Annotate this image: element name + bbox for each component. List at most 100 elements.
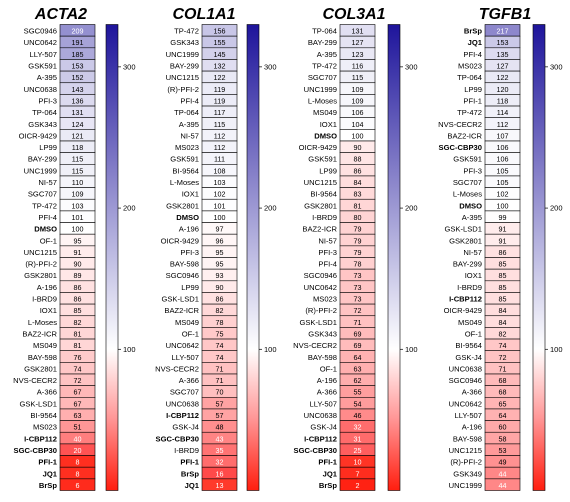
- cell-value-label: 102: [214, 190, 226, 199]
- colorbar: [532, 24, 546, 491]
- row-label: TP-064: [174, 108, 199, 117]
- cell-value-label: 108: [214, 166, 226, 175]
- row-label: GSK-LSD1: [161, 295, 199, 304]
- panel-title-tgfb1: TGFB1: [478, 6, 532, 23]
- panel-title-col1a1: COL1A1: [172, 6, 236, 23]
- row-label: PFI-3: [38, 96, 57, 105]
- row-label: PFI-1: [180, 458, 199, 467]
- cell-value-label: 67: [74, 388, 82, 397]
- row-label: I-BRD9: [457, 283, 482, 292]
- row-label: A-395: [37, 73, 57, 82]
- row-label: BAY-598: [170, 260, 199, 269]
- cell-value-label: 53: [499, 446, 507, 455]
- cell-value-label: 112: [497, 120, 508, 129]
- row-label: TP-064: [312, 27, 337, 36]
- cell-value-label: 95: [216, 248, 224, 257]
- cell-value-label: 78: [354, 260, 362, 269]
- row-label: A-366: [37, 388, 57, 397]
- row-label: NI-57: [38, 178, 57, 187]
- cell-value-label: 86: [74, 283, 82, 292]
- row-label: (R)-PFI-2: [25, 260, 57, 269]
- row-label: IOX1: [465, 271, 482, 280]
- cell-value-label: 127: [352, 38, 364, 47]
- cell-value-label: 118: [72, 143, 83, 152]
- cell-value-label: 64: [499, 411, 507, 420]
- row-label: A-366: [462, 388, 482, 397]
- row-label: NVS-CECR2: [293, 341, 337, 350]
- row-label: LLY-507: [310, 399, 337, 408]
- row-label: MS023: [175, 143, 199, 152]
- row-label: OF-1: [40, 236, 57, 245]
- row-label: UNC1999: [304, 85, 337, 94]
- row-label: L-Moses: [170, 178, 199, 187]
- row-label: BAY-598: [28, 353, 57, 362]
- row-label: BAZ2-ICR: [447, 131, 482, 140]
- row-label: BAY-299: [453, 260, 482, 269]
- colorbar: [105, 24, 119, 491]
- row-label: GSK343: [28, 120, 57, 129]
- cell-value-label: 135: [497, 50, 509, 59]
- cell-value-label: 74: [499, 341, 507, 350]
- cell-value-label: 62: [354, 376, 362, 385]
- colorbar-tick-label: 300: [123, 62, 136, 71]
- cell-value-label: 112: [214, 143, 225, 152]
- heatmap-cell: [201, 478, 238, 491]
- row-label: (R)-PFI-2: [450, 458, 482, 467]
- row-label: DMSO: [34, 225, 57, 234]
- row-label: I-BRD9: [312, 213, 337, 222]
- cell-value-label: 20: [74, 446, 82, 455]
- cell-value-label: 91: [499, 225, 507, 234]
- row-label: LP99: [464, 85, 482, 94]
- row-label: IOX1: [320, 120, 337, 129]
- row-label: PFI-4: [38, 213, 57, 222]
- cell-value-label: 60: [499, 423, 507, 432]
- row-label: UNC1215: [449, 446, 482, 455]
- row-label: L-Moses: [308, 96, 337, 105]
- row-label: SGC0946: [304, 271, 337, 280]
- row-label: GSK-LSD1: [19, 399, 57, 408]
- row-label: NI-57: [180, 131, 199, 140]
- cell-value-label: 89: [74, 271, 82, 280]
- cell-value-label: 106: [497, 155, 509, 164]
- row-label: BAZ2-ICR: [22, 329, 57, 338]
- row-label: TP-472: [32, 201, 57, 210]
- cell-value-label: 121: [72, 131, 84, 140]
- row-label: UNC1999: [166, 50, 199, 59]
- row-label: NI-57: [463, 248, 482, 257]
- row-label: MS049: [458, 318, 482, 327]
- row-label: BI-9564: [310, 190, 337, 199]
- row-label: BrSp: [319, 481, 338, 490]
- row-label: I-CBP112: [449, 295, 482, 304]
- cell-value-label: 85: [74, 306, 82, 315]
- cell-value-label: 55: [354, 388, 362, 397]
- cell-value-label: 35: [216, 446, 224, 455]
- row-label: GSK-LSD1: [444, 225, 482, 234]
- row-label: OICR-9429: [19, 131, 57, 140]
- row-label: GSK591: [453, 155, 482, 164]
- cell-value-label: 155: [214, 38, 226, 47]
- cell-value-label: 84: [499, 306, 507, 315]
- cell-value-label: 81: [74, 341, 82, 350]
- row-label: BAY-598: [308, 353, 337, 362]
- row-label: LP99: [319, 166, 337, 175]
- cell-value-label: 85: [499, 271, 507, 280]
- row-label: UNC1215: [166, 73, 199, 82]
- cell-value-label: 49: [499, 458, 507, 467]
- row-label: TP-472: [457, 108, 482, 117]
- row-label: A-395: [317, 50, 337, 59]
- cell-value-label: 123: [352, 50, 364, 59]
- row-label: UNC1999: [449, 481, 482, 490]
- cell-value-label: 78: [216, 318, 224, 327]
- cell-value-label: 95: [216, 260, 224, 269]
- cell-value-label: 95: [74, 236, 82, 245]
- cell-value-label: 63: [74, 411, 82, 420]
- cell-value-label: 109: [72, 190, 84, 199]
- cell-value-label: 122: [214, 73, 226, 82]
- row-label: A-395: [179, 120, 199, 129]
- cell-value-label: 100: [72, 225, 84, 234]
- colorbar-tick-label: 100: [550, 345, 563, 354]
- row-label: UNC1215: [304, 178, 337, 187]
- heatmap-cell: [59, 478, 96, 491]
- colorbar-tick-label: 100: [405, 345, 418, 354]
- cell-value-label: 85: [499, 283, 507, 292]
